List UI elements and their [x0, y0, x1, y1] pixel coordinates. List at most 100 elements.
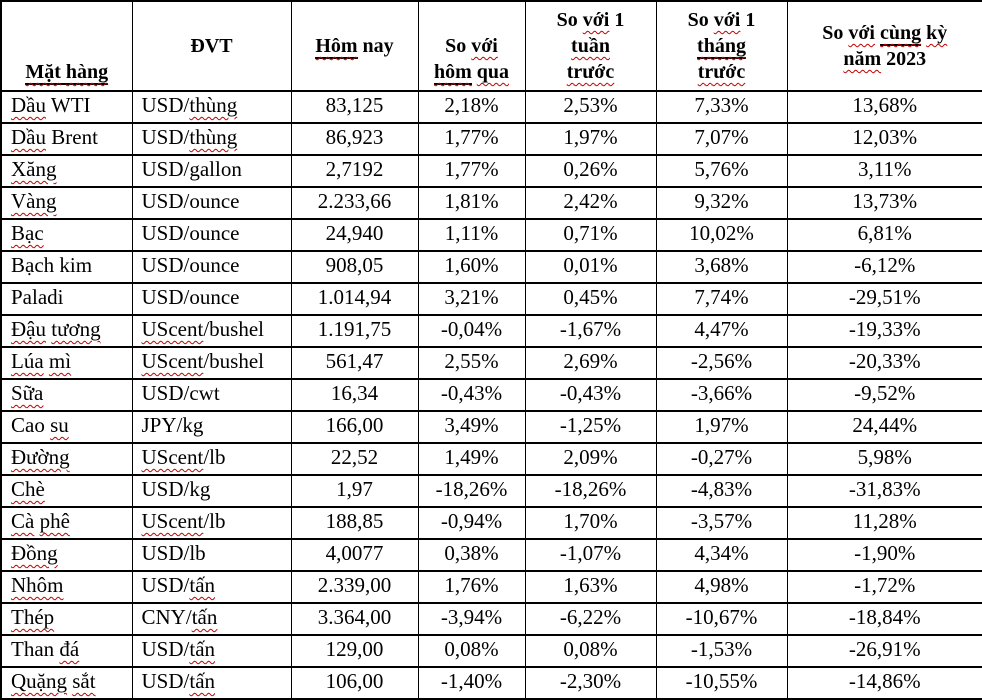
- cell-vs-week: 2,09%: [525, 443, 656, 475]
- cell-today: 3.364,00: [291, 603, 418, 635]
- header-line: năm 2023: [788, 46, 982, 72]
- cell-vs-2023: -18,84%: [787, 603, 982, 635]
- cell-vs-yesterday: 2,18%: [418, 91, 525, 123]
- header-line: So với 1: [526, 7, 656, 33]
- cell-vs-week: -2,30%: [525, 667, 656, 699]
- cell-text: Brent: [46, 125, 98, 149]
- cell-text: USD/lb: [142, 541, 206, 565]
- cell-vs-month: 5,76%: [656, 155, 787, 187]
- misspelled-word: cùng: [880, 22, 921, 46]
- header-line: trước: [657, 59, 787, 85]
- cell-vs-2023: -19,33%: [787, 315, 982, 347]
- header-text: So: [688, 9, 714, 31]
- cell-vs-yesterday: -0,04%: [418, 315, 525, 347]
- cell-today: 1.191,75: [291, 315, 418, 347]
- cell-vs-yesterday: 2,55%: [418, 347, 525, 379]
- cell-vs-month: -4,83%: [656, 475, 787, 507]
- misspelled-word: Mặt: [25, 61, 61, 85]
- cell-vs-month: -10,67%: [656, 603, 787, 635]
- misspelled-word: mì: [49, 349, 71, 373]
- cell-vs-month: 3,68%: [656, 251, 787, 283]
- cell-text: Than: [11, 637, 59, 661]
- cell-unit: USD/gallon: [132, 155, 291, 187]
- cell-today: 908,05: [291, 251, 418, 283]
- misspelled-word: tấn: [189, 637, 215, 661]
- cell-vs-week: -18,26%: [525, 475, 656, 507]
- cell-vs-week: 1,70%: [525, 507, 656, 539]
- col-header-today: Hôm nay: [291, 1, 418, 91]
- header-line: So với 1: [657, 7, 787, 33]
- cell-commodity-name: Vàng: [1, 187, 132, 219]
- misspelled-word: Đậu: [11, 317, 46, 341]
- cell-commodity-name: Chè: [1, 475, 132, 507]
- misspelled-word: trước: [698, 61, 746, 83]
- cell-vs-2023: -20,33%: [787, 347, 982, 379]
- cell-today: 2.339,00: [291, 571, 418, 603]
- misspelled-word: Quặng: [11, 669, 67, 693]
- cell-vs-yesterday: 0,38%: [418, 539, 525, 571]
- cell-vs-2023: -1,72%: [787, 571, 982, 603]
- misspelled-word: năm: [843, 48, 881, 70]
- misspelled-word: hàng: [66, 61, 108, 85]
- cell-unit: UScent/lb: [132, 507, 291, 539]
- cell-today: 16,34: [291, 379, 418, 411]
- cell-vs-2023: -31,83%: [787, 475, 982, 507]
- cell-commodity-name: Nhôm: [1, 571, 132, 603]
- header-text: ĐVT: [190, 35, 232, 57]
- cell-commodity-name: Đậu tương: [1, 315, 132, 347]
- misspelled-word: tấn: [189, 573, 215, 597]
- cell-today: 86,923: [291, 123, 418, 155]
- header-line: So với cùng kỳ: [788, 20, 982, 46]
- cell-text: USD/ounce: [142, 189, 240, 213]
- cell-vs-yesterday: 1,77%: [418, 155, 525, 187]
- cell-vs-week: -6,22%: [525, 603, 656, 635]
- cell-vs-yesterday: -3,94%: [418, 603, 525, 635]
- cell-vs-yesterday: -0,94%: [418, 507, 525, 539]
- misspelled-word: Chè: [11, 477, 45, 501]
- cell-vs-week: -1,25%: [525, 411, 656, 443]
- cell-vs-yesterday: 3,21%: [418, 283, 525, 315]
- cell-vs-week: 1,63%: [525, 571, 656, 603]
- cell-vs-2023: 24,44%: [787, 411, 982, 443]
- misspelled-word: với: [848, 22, 875, 44]
- header-line: Hôm nay: [292, 33, 418, 59]
- cell-unit: UScent/lb: [132, 443, 291, 475]
- cell-today: 129,00: [291, 635, 418, 667]
- misspelled-word: tháng: [697, 35, 746, 59]
- cell-commodity-name: Bạch kim: [1, 251, 132, 283]
- misspelled-word: Nhôm: [11, 573, 64, 597]
- cell-vs-week: -1,67%: [525, 315, 656, 347]
- cell-commodity-name: Paladi: [1, 283, 132, 315]
- misspelled-word: qua: [477, 61, 509, 83]
- col-header-unit: ĐVT: [132, 1, 291, 91]
- misspelled-word: Bạc: [11, 221, 44, 245]
- cell-vs-month: -2,56%: [656, 347, 787, 379]
- misspelled-word: Vàng: [11, 189, 57, 213]
- misspelled-word: Cà: [11, 509, 34, 533]
- cell-today: 24,940: [291, 219, 418, 251]
- cell-commodity-name: Dầu WTI: [1, 91, 132, 123]
- misspelled-word: Đường: [11, 445, 70, 469]
- cell-vs-week: 0,45%: [525, 283, 656, 315]
- misspelled-word: tương: [51, 317, 100, 341]
- cell-text: USD/: [142, 573, 190, 597]
- misspelled-word: hôm: [434, 61, 472, 85]
- cell-text: USD/kg: [142, 477, 211, 501]
- cell-commodity-name: Đường: [1, 443, 132, 475]
- misspelled-word: Hôm: [315, 35, 357, 59]
- cell-vs-week: 2,42%: [525, 187, 656, 219]
- misspelled-word: tuần: [571, 35, 610, 57]
- cell-vs-2023: 5,98%: [787, 443, 982, 475]
- cell-vs-week: 2,53%: [525, 91, 656, 123]
